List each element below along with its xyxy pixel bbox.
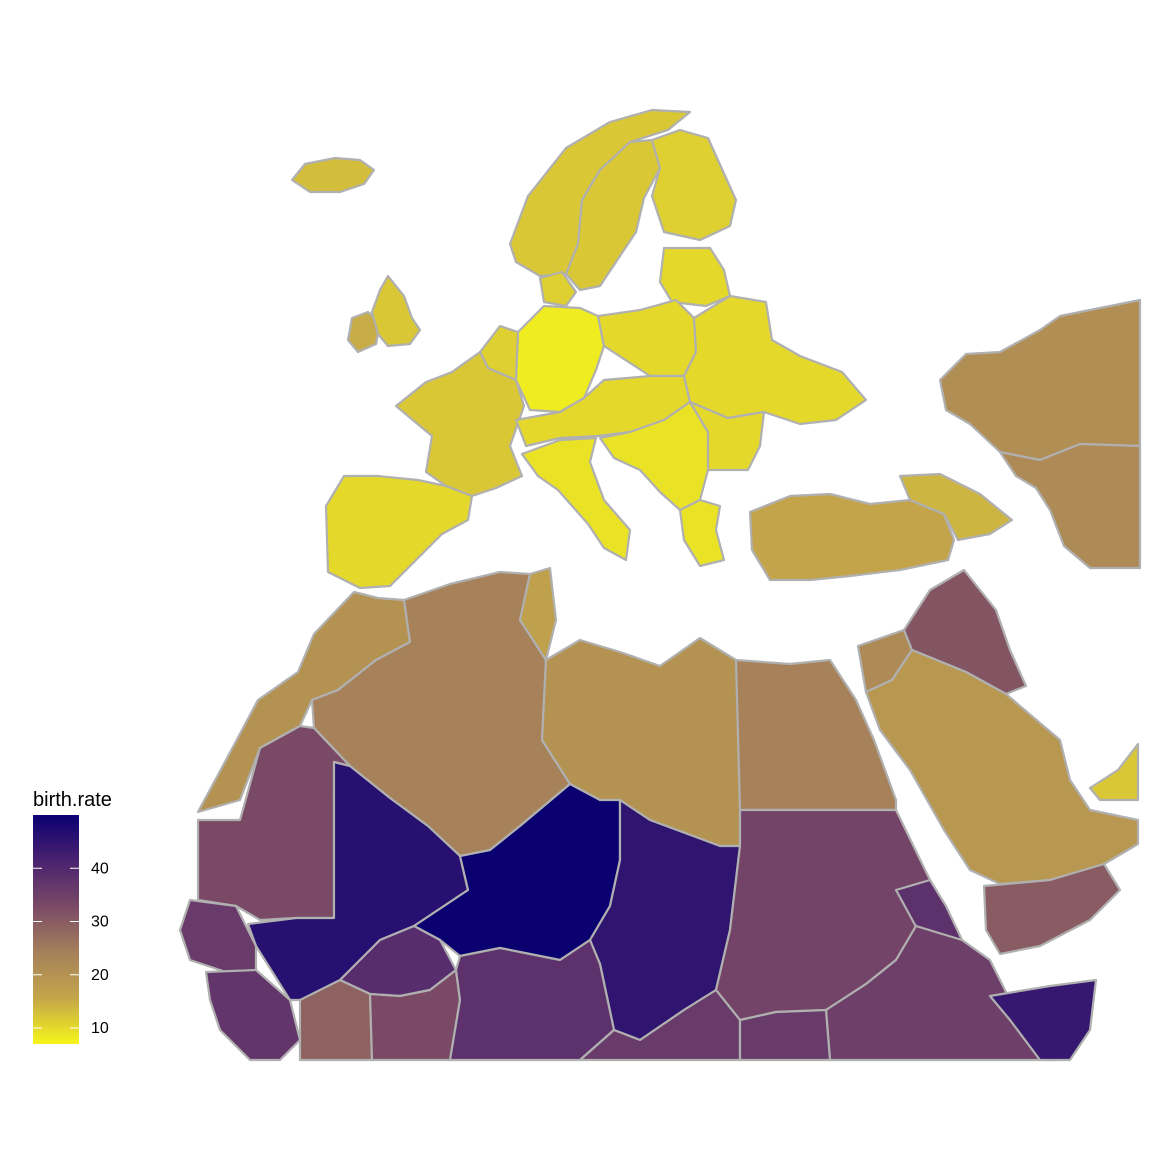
region-mauritania [196, 724, 352, 922]
legend-ticks: 10 20 30 40 [33, 860, 109, 1037]
region-italy [520, 436, 632, 562]
legend-tick-label: 10 [91, 1020, 109, 1037]
region-nigeria [448, 938, 616, 1062]
legend-tick-label: 20 [91, 967, 109, 984]
region-france [394, 350, 526, 498]
legend: birth.rate 10 20 30 40 [33, 789, 112, 1044]
region-finland [650, 128, 738, 242]
legend-tick-label: 40 [91, 860, 109, 877]
region-yemen [982, 862, 1122, 956]
region-romania-moldova [688, 400, 766, 472]
region-south-sudan [738, 1008, 832, 1062]
countries-layer [178, 108, 1142, 1062]
region-ukraine-belarus [682, 294, 868, 426]
region-baltics [658, 246, 732, 308]
region-iberia [324, 474, 474, 590]
legend-title: birth.rate [33, 789, 112, 811]
region-caucasus [898, 472, 1014, 542]
region-guinea-sl-liberia [204, 968, 302, 1062]
region-gulf-states [1088, 742, 1140, 802]
region-iceland [290, 156, 376, 194]
region-tunisia [518, 566, 558, 662]
region-central-asia [998, 442, 1142, 570]
region-somalia [988, 978, 1098, 1062]
region-kazakhstan [938, 298, 1142, 462]
legend-color-bar [33, 815, 79, 1044]
region-denmark [538, 270, 578, 308]
region-germany [514, 304, 606, 414]
region-greece [678, 498, 726, 568]
region-saudi-arabia [864, 648, 1140, 886]
region-poland [596, 298, 698, 378]
region-sweden [564, 138, 662, 292]
legend-tick-label: 30 [91, 914, 109, 931]
region-uk [370, 274, 422, 348]
region-balkans [598, 400, 710, 512]
region-turkey [748, 492, 956, 582]
